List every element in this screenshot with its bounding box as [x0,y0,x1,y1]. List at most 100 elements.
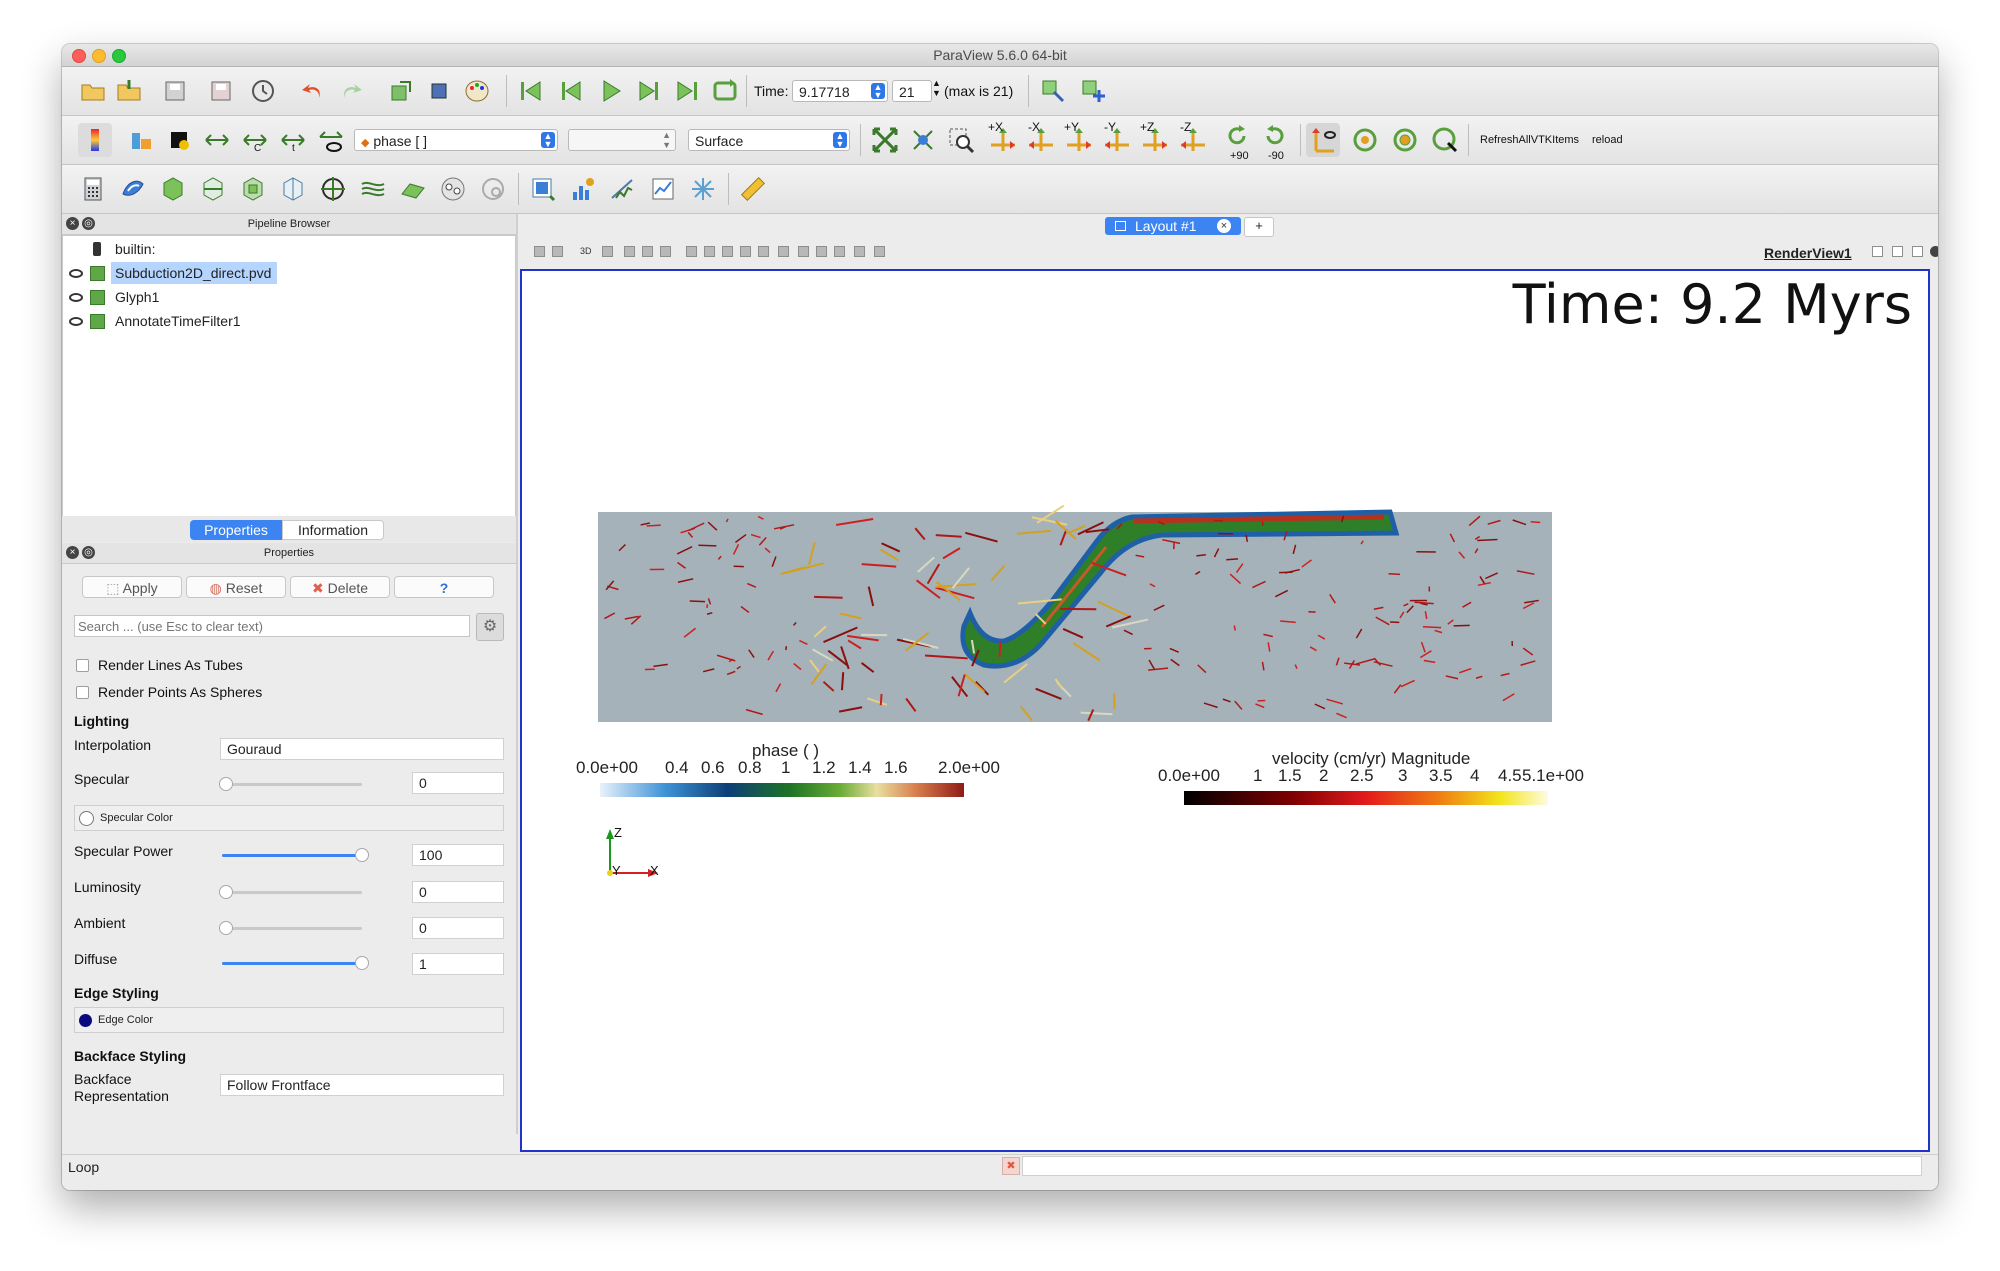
last-frame-icon[interactable] [670,74,704,108]
view-tool-icon-14[interactable] [816,246,827,257]
view-minus-x-icon[interactable] [1024,123,1058,157]
zoom-window-button[interactable] [112,49,126,63]
view-minus-y-icon[interactable] [1100,123,1134,157]
load-state-icon[interactable] [112,74,146,108]
diffuse-slider[interactable] [355,956,369,970]
zoom-to-box-icon[interactable] [944,123,978,157]
luminosity-input[interactable]: 0 [412,881,504,903]
open-file-icon[interactable] [76,74,110,108]
view-3d-toggle[interactable]: 3D [580,246,592,256]
pipeline-item-glyph[interactable]: Glyph1 [63,286,515,308]
extract-subset-icon[interactable] [276,172,310,206]
view-tool-icon-2[interactable] [552,246,563,257]
output-messages-icon[interactable]: ✖ [1002,1157,1020,1175]
rescale-visible-range-icon[interactable] [314,123,348,157]
threshold-icon[interactable] [236,172,270,206]
close-window-button[interactable] [72,49,86,63]
add-selection-icon[interactable] [1076,74,1110,108]
render-view[interactable]: Time: 9.2 Myrs [520,269,1930,1152]
play-icon[interactable] [594,74,628,108]
selection-inspector-icon[interactable] [1036,74,1070,108]
first-frame-icon[interactable] [514,74,548,108]
show-center-icon[interactable] [1348,123,1382,157]
view-plus-x-icon[interactable] [986,123,1020,157]
tab-information[interactable]: Information [282,520,384,540]
edit-color-map-icon[interactable] [124,123,158,157]
specular-color-button[interactable]: Specular Color [74,805,504,831]
pipeline-item-builtin[interactable]: builtin: [63,238,515,260]
backface-representation-select[interactable]: Follow Frontface [220,1074,504,1096]
help-button[interactable]: ? [394,576,494,598]
calculator-icon[interactable] [76,172,110,206]
view-tool-icon-7[interactable] [686,246,697,257]
reset-range-icon[interactable] [162,123,196,157]
specular-power-input[interactable]: 100 [412,844,504,866]
view-plus-z-icon[interactable] [1138,123,1172,157]
view-tool-icon-1[interactable] [534,246,545,257]
zoom-to-data-icon[interactable] [906,123,940,157]
visibility-eye-icon[interactable] [69,293,83,302]
interpolation-select[interactable]: Gouraud [220,738,504,760]
luminosity-slider[interactable] [219,885,233,899]
time-spinner[interactable]: ▲ ▼ [871,83,885,100]
specular-power-slider[interactable] [355,848,369,862]
apply-button[interactable]: ⬚ Apply [82,576,182,598]
save-data-icon[interactable] [158,74,192,108]
clip-icon[interactable] [156,172,190,206]
view-plus-y-icon[interactable] [1062,123,1096,157]
close-panel-icon[interactable]: × [66,217,79,230]
float-panel-icon[interactable]: ◎ [82,546,95,559]
pipeline-item-annotate[interactable]: AnnotateTimeFilter1 [63,310,515,332]
loop-icon[interactable] [708,74,742,108]
tab-layout-1[interactable]: Layout #1 × [1105,217,1241,235]
minimize-window-button[interactable] [92,49,106,63]
split-vertical-icon[interactable] [1892,246,1903,257]
stream-tracer-icon[interactable] [356,172,390,206]
rescale-custom-icon[interactable] [200,123,234,157]
render-view-name[interactable]: RenderView1 [1764,245,1852,261]
view-minus-z-icon[interactable] [1176,123,1210,157]
specular-input[interactable]: 0 [412,772,504,794]
show-orientation-axes-icon[interactable] [1306,123,1340,157]
reset-camera-icon[interactable] [868,123,902,157]
histogram-icon[interactable] [566,172,600,206]
split-horizontal-icon[interactable] [1872,246,1883,257]
view-tool-icon-5[interactable] [642,246,653,257]
reload-button[interactable]: reload [1592,134,1623,146]
previous-frame-icon[interactable] [554,74,588,108]
glyph-icon[interactable] [316,172,350,206]
next-frame-icon[interactable] [632,74,666,108]
tab-properties[interactable]: Properties [190,520,282,540]
maximize-view-icon[interactable] [1912,246,1923,257]
view-tool-icon-9[interactable] [722,246,733,257]
restore-view-icon[interactable] [1930,246,1938,257]
component-dropdown[interactable]: ▲ ▼ [568,129,676,151]
plot-data-icon[interactable] [606,172,640,206]
rotate-plus90-icon[interactable] [1220,119,1254,153]
view-tool-icon-10[interactable] [740,246,751,257]
float-panel-icon[interactable]: ◎ [82,217,95,230]
view-tool-icon-15[interactable] [834,246,845,257]
view-tool-icon-13[interactable] [798,246,809,257]
reset-button[interactable]: ◍ Reset [186,576,286,598]
save-state-icon[interactable] [204,74,238,108]
refresh-all-vtk-items-button[interactable]: RefreshAllVTKItems [1480,134,1580,146]
splitter[interactable] [516,214,518,1134]
contour-icon[interactable] [116,172,150,206]
rescale-temporal-icon[interactable]: t [276,123,310,157]
pick-center-icon[interactable] [1428,123,1462,157]
edge-color-button[interactable]: Edge Color [74,1007,504,1033]
close-panel-icon[interactable]: × [66,546,79,559]
search-input[interactable] [74,615,470,637]
render-points-as-spheres-checkbox[interactable] [76,686,89,699]
view-tool-icon-11[interactable] [758,246,769,257]
pipeline-item-subduction[interactable]: Subduction2D_direct.pvd [63,262,515,284]
undo-icon[interactable] [296,74,330,108]
rotate-minus90-icon[interactable] [1258,119,1292,153]
visibility-eye-icon[interactable] [69,317,83,326]
plot-over-time-icon[interactable] [646,172,680,206]
connect-icon[interactable] [246,74,280,108]
visibility-eye-icon[interactable] [69,269,83,278]
warp-by-vector-icon[interactable] [396,172,430,206]
screenshot-icon[interactable] [422,74,456,108]
